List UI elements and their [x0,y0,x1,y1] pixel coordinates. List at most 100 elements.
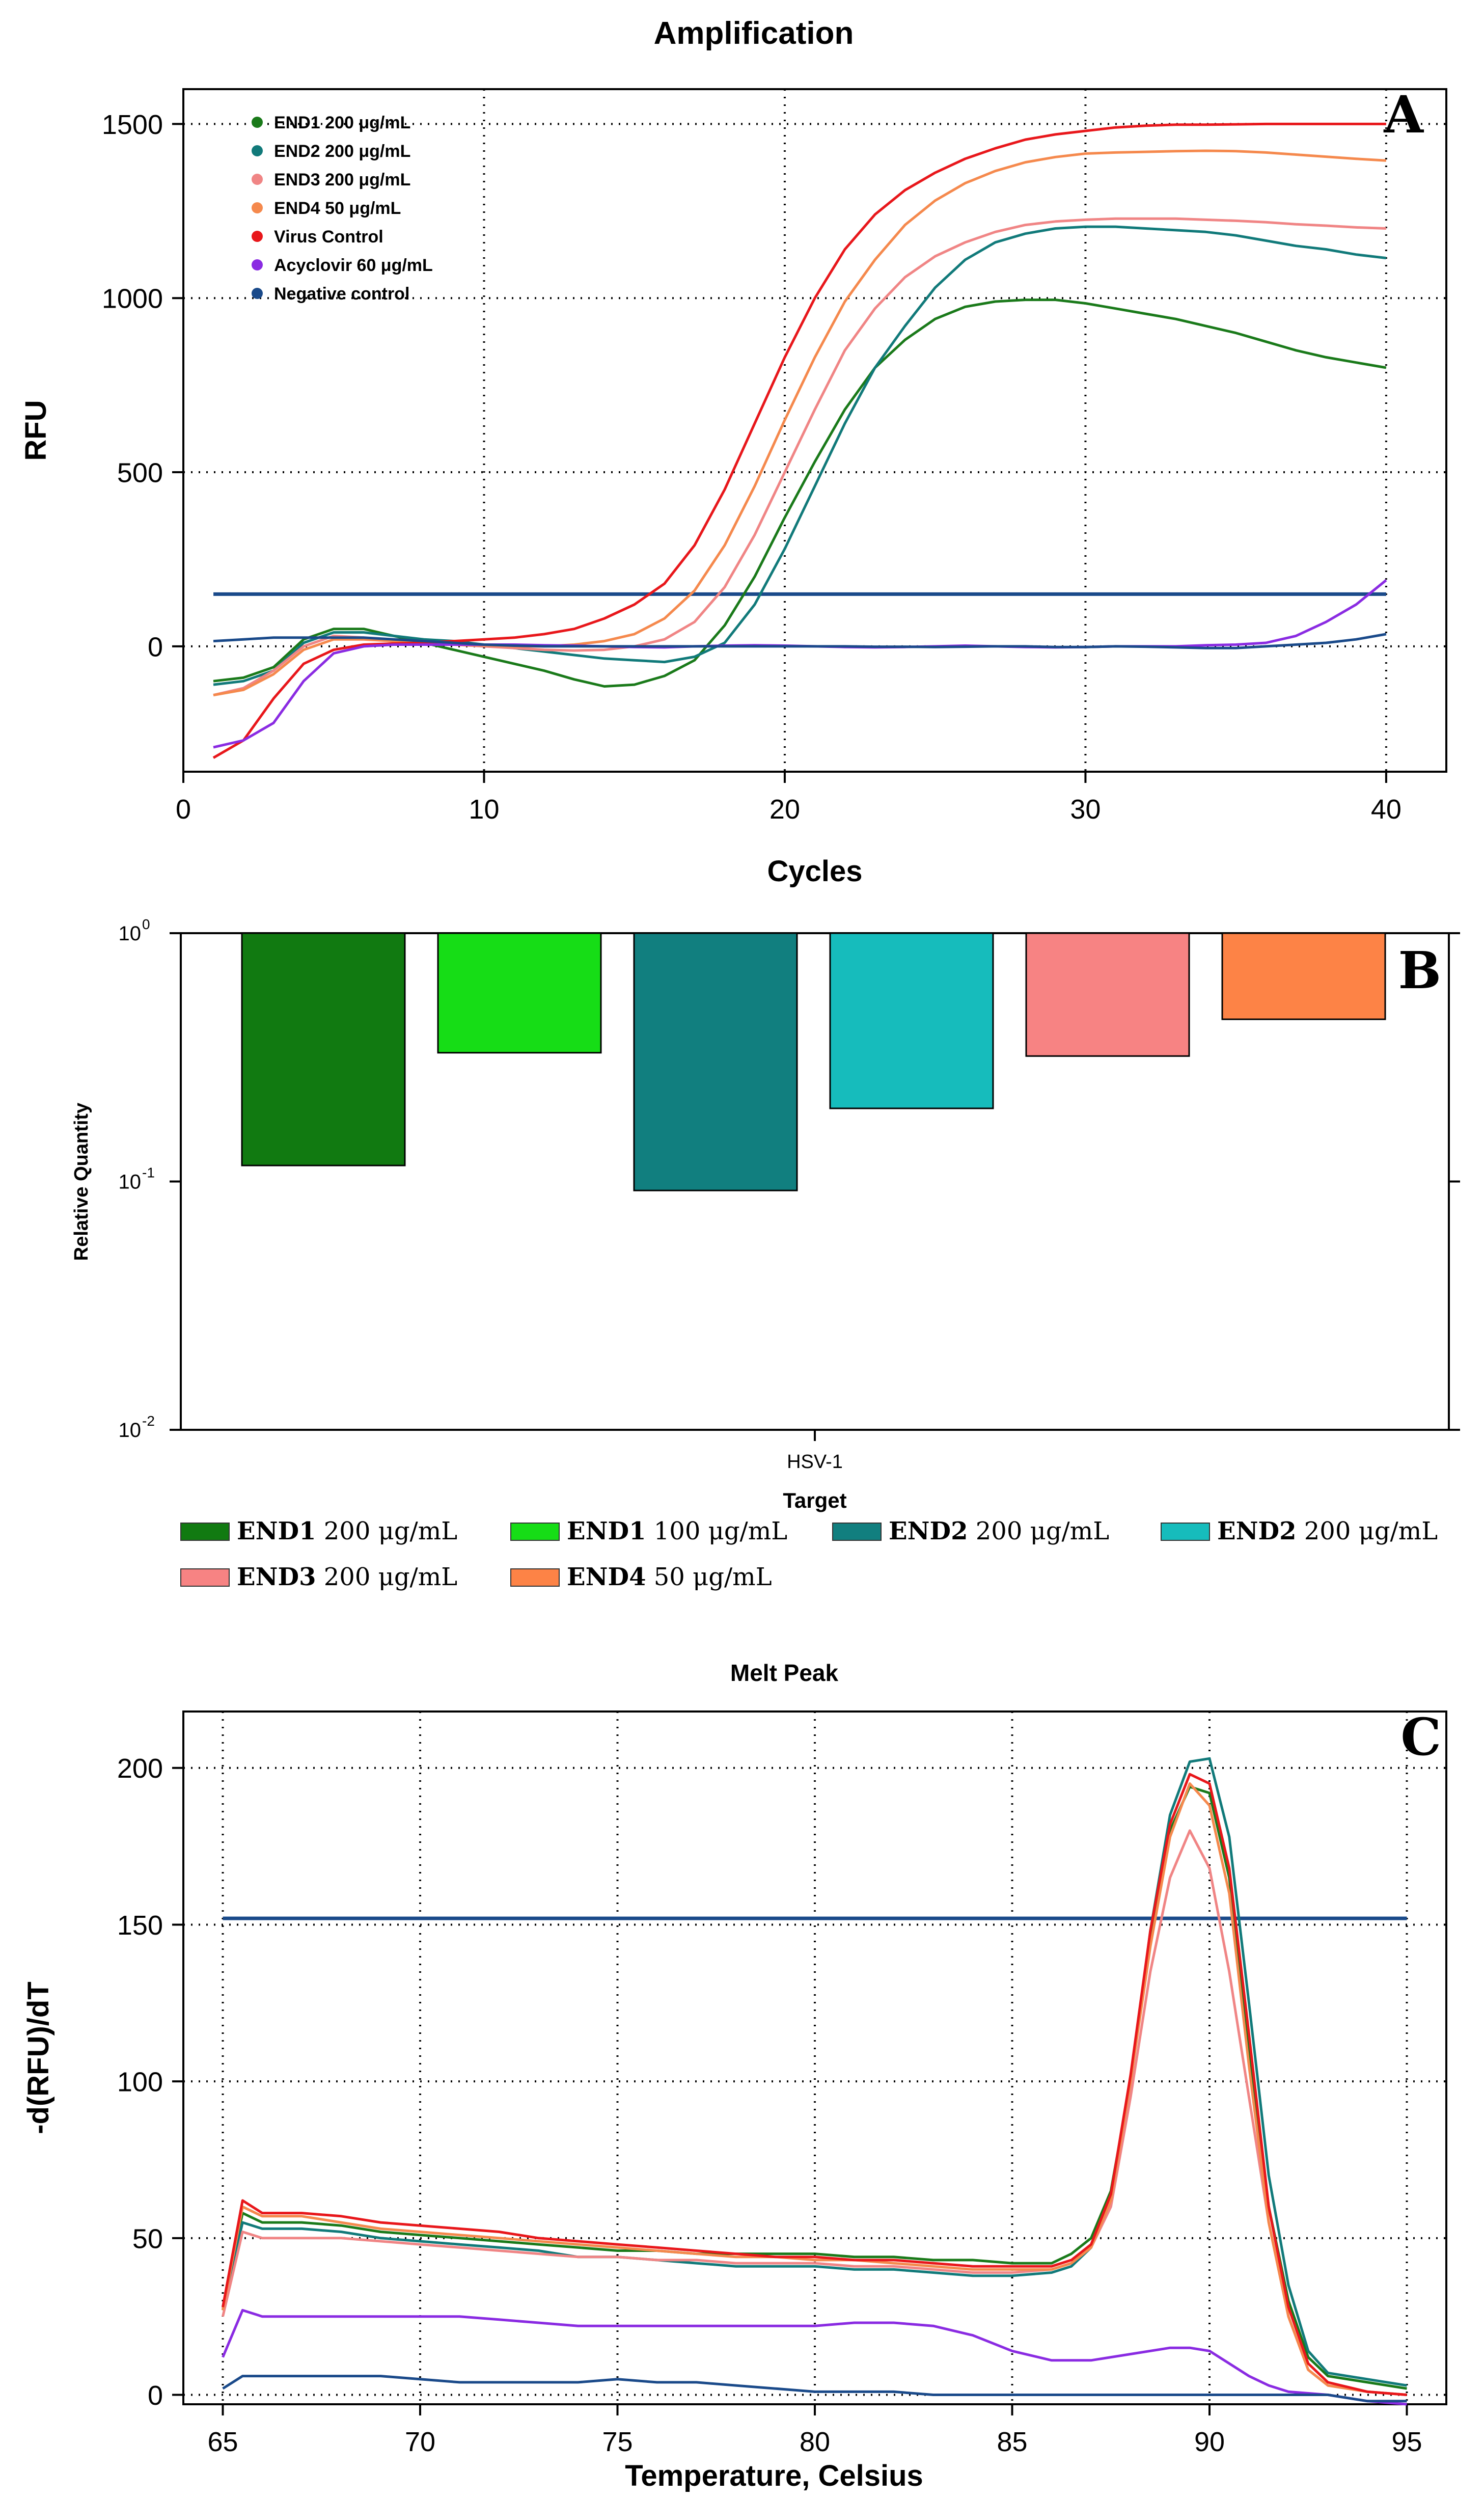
legend-marker [252,202,263,213]
x-tick-label: 30 [1070,794,1101,825]
bar-end1-0 [241,932,406,1166]
y-tick-label: 0 [148,2380,163,2411]
legend-label: END1 200 μg/mL [237,1517,457,1545]
y-tick-label-base: 10 [119,922,142,945]
y-tick-label-exp: -1 [142,1165,155,1181]
series-line-acyclovir-5 [222,2308,1407,2406]
legend-label-rest: 200 μg/mL [316,1517,457,1545]
legend-label: END3 200 μg/mL [237,1563,457,1591]
legend-label: END2 200 μg/mL [1217,1517,1438,1545]
panel-a-series [212,122,1387,759]
y-tick-label-exp: -2 [142,1413,155,1429]
panel-c-letter: C [1400,1707,1441,1767]
legend-label-bold: END4 [567,1563,646,1591]
series-line-end2-1 [222,1757,1407,2387]
x-tick-label: 40 [1371,794,1401,825]
legend-swatch [510,1568,560,1587]
panel-b-x-axis-label: Target [783,1488,846,1512]
y-tick-label: 1500 [102,110,163,140]
x-tick-label: 65 [207,2427,238,2457]
x-tick-label: 95 [1391,2427,1422,2457]
y-tick-label: 0 [148,632,163,662]
legend-label-bold: END1 [567,1517,646,1545]
legend-label-rest: 200 μg/mL [1296,1517,1438,1545]
series-line-negative-6 [213,633,1387,649]
legend-swatch [180,1568,230,1587]
panel-c-ticks: 65 70 75 80 85 90 95 0 50 100 150 200 [117,1753,1422,2457]
bar-end4-5 [1221,932,1386,1020]
legend-label: END3 200 μg/mL [274,170,410,189]
x-tick-label: 80 [800,2427,830,2457]
panel-c-title: Melt Peak [730,1660,839,1686]
legend-label-bold: END2 [1217,1517,1296,1545]
x-tick-label: 75 [602,2427,633,2457]
panel-b-legend: END1 200 μg/mL END1 100 μg/mL END2 200 μg/… [180,1517,1438,1591]
series-line-negative-6 [222,2375,1407,2403]
legend-marker [252,231,263,242]
panel-b-y-axis-label: Relative Quantity [71,1103,92,1261]
legend-swatch [1161,1523,1210,1541]
legend-marker [252,117,263,128]
panel-a: Amplification 0 10 20 30 40 0 500 1000 1500 END1… [19,16,1447,888]
legend-label: END1 100 μg/mL [567,1517,787,1545]
legend-label-rest: 200 μg/mL [968,1517,1109,1545]
x-tick-label: 70 [405,2427,435,2457]
y-tick-label-base: 10 [119,1171,142,1193]
panel-c-grid [183,1712,1446,2404]
panel-a-x-axis-label: Cycles [767,855,862,888]
y-tick-label: 100 [117,2067,163,2098]
legend-marker [252,288,263,299]
x-tick-label: 0 [176,794,191,825]
legend-label: END2 200 μg/mL [889,1517,1109,1545]
legend-label-bold: END1 [237,1517,316,1545]
panel-a-legend: END1 200 μg/mL END2 200 μg/mL END3 200 μg/… [252,113,433,304]
panel-a-y-axis-label: RFU [19,400,52,460]
legend-label: END4 50 μg/mL [274,199,401,218]
y-tick-label: 1000 [102,284,163,314]
series-line-virus-4 [222,1773,1407,2396]
y-tick-label: 150 [117,1910,163,1941]
panel-b-category-label: HSV-1 [787,1451,843,1473]
panel-a-letter: A [1383,85,1424,145]
panel-b-bars [241,932,1386,1191]
series-line-end1-0 [222,1785,1407,2390]
legend-marker [252,145,263,156]
panel-a-ticks: 0 10 20 30 40 0 500 1000 1500 [102,110,1401,825]
legend-label-rest: 50 μg/mL [646,1563,772,1591]
legend-swatch [832,1523,882,1541]
y-tick-label: 50 [132,2223,163,2254]
legend-swatch [510,1523,560,1541]
legend-label: Acyclovir 60 μg/mL [274,256,433,275]
legend-label: END4 50 μg/mL [567,1563,772,1591]
legend-label: Negative control [274,284,409,304]
legend-label-rest: 200 μg/mL [316,1563,457,1591]
y-tick-label: 200 [117,1753,163,1784]
legend-label: END1 200 μg/mL [274,113,410,132]
legend-label-bold: END2 [889,1517,968,1545]
series-line-end3-2 [222,1829,1407,2396]
legend-marker [252,174,263,185]
series-line-end2-1 [213,225,1387,686]
panel-c: Melt Peak 65 70 75 80 85 90 95 0 50 100 150 200 C T… [22,1660,1447,2492]
legend-marker [252,259,263,270]
legend-label: END2 200 μg/mL [274,142,410,161]
bar-end2-2 [633,932,798,1191]
panel-c-x-axis-label: Temperature, Celsius [625,2459,923,2492]
x-tick-label: 20 [770,794,800,825]
legend-label-rest: 100 μg/mL [646,1517,787,1545]
bar-end1-1 [437,932,602,1054]
bar-end3-4 [1025,932,1190,1057]
legend-label-bold: END3 [237,1563,316,1591]
y-tick-label-base: 10 [119,1419,142,1442]
legend-label: Virus Control [274,227,383,247]
legend-swatch [180,1523,230,1541]
panel-a-title: Amplification [654,16,854,51]
y-tick-label: 500 [117,457,163,488]
series-line-virus-4 [212,122,1386,759]
bar-end2-3 [829,932,994,1109]
x-tick-label: 90 [1194,2427,1225,2457]
panel-c-y-axis-label: -d(RFU)/dT [22,1981,55,2134]
